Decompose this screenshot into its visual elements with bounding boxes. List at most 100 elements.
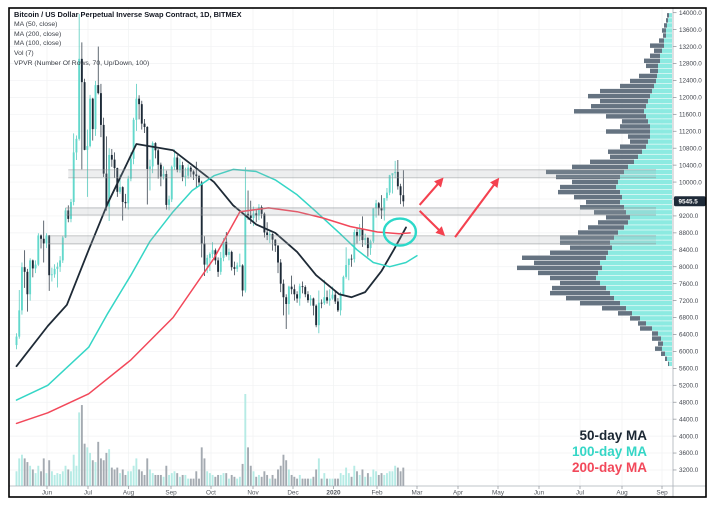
vpvr-up-bar — [664, 43, 672, 48]
candle-body — [369, 241, 372, 249]
candle-body — [208, 254, 211, 258]
trend-arrow — [418, 210, 446, 236]
candle-body — [157, 150, 160, 165]
indicator-vol-label[interactable]: Vol (7) — [14, 50, 34, 58]
candle-body — [138, 98, 141, 105]
vpvr-down-bar — [560, 235, 614, 240]
volume-bar — [151, 473, 154, 486]
candle-body — [203, 243, 206, 265]
vpvr-up-bar — [666, 28, 672, 33]
vpvr-up-bar — [657, 73, 672, 79]
volume-bar — [143, 474, 146, 486]
volume-bar — [80, 405, 83, 486]
volume-bar — [334, 478, 337, 486]
price-tick-label: 3200.0 — [679, 467, 699, 474]
volume-bar — [342, 474, 345, 486]
volume-bar — [195, 471, 198, 486]
sr-zone — [68, 169, 657, 178]
candle-body — [287, 286, 290, 304]
candle-body — [260, 207, 263, 214]
volume-bar — [34, 473, 37, 486]
volume-bar — [99, 458, 102, 486]
vpvr-down-bar — [620, 83, 654, 89]
candle-body — [238, 265, 241, 267]
candle-body — [116, 168, 119, 192]
price-tick-label: 7200.0 — [679, 298, 699, 305]
candle-body — [20, 267, 23, 311]
month-label: Dec — [287, 490, 299, 497]
vpvr-down-bar — [588, 93, 650, 99]
vpvr-down-bar — [598, 220, 628, 225]
candle-body — [364, 237, 367, 241]
volume-bar — [129, 471, 132, 486]
sr-zone — [65, 207, 657, 216]
volume-bar — [312, 476, 315, 486]
volume-bar — [48, 460, 51, 486]
candle-body — [176, 157, 179, 170]
volume-bar — [315, 469, 318, 486]
price-tick-label: 8800.0 — [679, 230, 699, 237]
candle-body — [94, 85, 97, 130]
month-label: Feb — [371, 490, 382, 497]
vpvr-down-bar — [655, 346, 662, 351]
candle-body — [80, 58, 83, 83]
candle-body — [108, 154, 111, 207]
candle-body — [53, 268, 56, 275]
price-tick-label: 7600.0 — [679, 281, 699, 288]
price-tick-label: 13200.0 — [679, 44, 702, 51]
candle-body — [356, 232, 358, 237]
volume-bar — [91, 460, 94, 486]
volume-bar — [366, 473, 369, 486]
vpvr-up-bar — [658, 68, 672, 74]
candle-body — [159, 164, 162, 177]
vpvr-down-bar — [572, 164, 628, 170]
vpvr-up-bar — [600, 280, 672, 286]
candle-body — [91, 98, 94, 130]
volume-bar — [263, 471, 266, 486]
volume-bar — [135, 458, 138, 486]
vpvr-down-bar — [600, 88, 652, 94]
indicator-vpvr-label[interactable]: VPVR (Number Of Rows, 70, Up/Down, 100) — [14, 59, 150, 67]
volume-bar — [214, 476, 217, 486]
candle-body — [309, 298, 312, 301]
indicator-ma50-label[interactable]: MA (50, close) — [14, 21, 58, 28]
candle-body — [331, 294, 334, 299]
month-label: Sep — [656, 490, 668, 497]
vpvr-up-bar — [667, 23, 672, 28]
indicator-ma100-label[interactable]: MA (100, close) — [14, 40, 62, 48]
ma-line-200 — [15, 207, 411, 425]
candle-body — [187, 167, 190, 176]
candle-body — [282, 283, 285, 298]
price-tick-label: 11600.0 — [679, 112, 702, 119]
volume-bar — [70, 471, 72, 486]
candle-body — [42, 238, 45, 244]
vpvr-up-bar — [654, 83, 672, 89]
vpvr-up-bar — [598, 270, 672, 276]
month-label: Mar — [411, 490, 423, 497]
volume-bar — [211, 474, 214, 486]
vpvr-down-bar — [640, 326, 652, 331]
vpvr-down-bar — [586, 199, 620, 205]
volume-bar — [317, 458, 320, 486]
volume-bar — [165, 465, 168, 486]
candle-body — [388, 175, 391, 193]
vpvr-up-bar — [669, 13, 672, 18]
price-tick-label: 14000.0 — [679, 10, 702, 17]
vpvr-down-bar — [517, 265, 602, 271]
candle-body — [217, 260, 220, 272]
vpvr-up-bar — [616, 184, 672, 190]
volume-bar — [168, 474, 170, 486]
volume-bar — [323, 473, 326, 486]
indicator-ma200-label[interactable]: MA (200, close) — [14, 30, 62, 38]
candle-body — [97, 85, 100, 94]
candle-body — [151, 143, 154, 167]
candle-body — [312, 298, 315, 306]
candle-body — [86, 146, 89, 150]
volume-bar — [347, 473, 350, 486]
candle-body — [266, 232, 269, 235]
volume-bar — [356, 471, 358, 486]
candle-body — [394, 171, 397, 174]
vpvr-down-bar — [628, 134, 650, 139]
volume-bar — [230, 474, 233, 486]
